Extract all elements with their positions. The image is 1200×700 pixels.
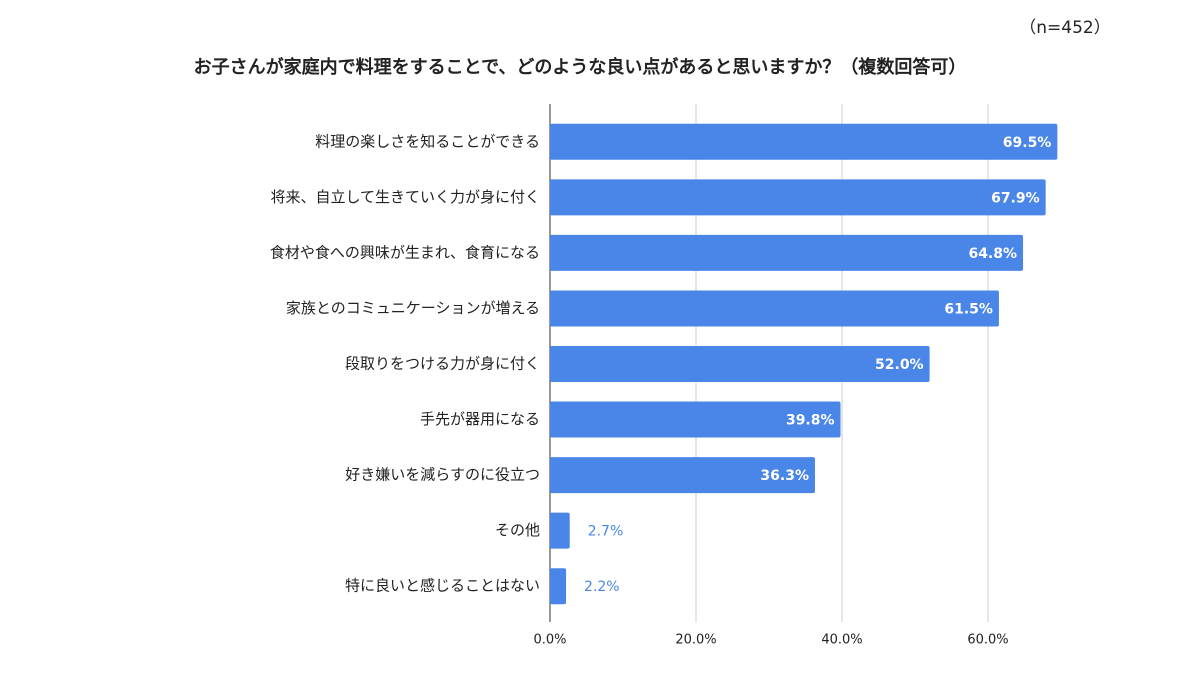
chart-title: お子さんが家庭内で料理をすることで、どのような良い点があると思いますか？（複数回… (194, 56, 967, 78)
sample-size: （n=452） (1019, 18, 1110, 38)
bar (550, 234, 1024, 271)
bar (550, 179, 1046, 216)
y-tick-label: その他 (495, 521, 540, 539)
bar (550, 401, 841, 438)
y-tick-label: 食材や食への興味が生まれ、食育になる (270, 243, 540, 261)
y-tick-label: 家族とのコミュニケーションが増える (286, 299, 540, 317)
value-label: 2.7% (588, 524, 624, 540)
x-tick-label: 60.0% (967, 633, 1008, 648)
x-tick-label: 0.0% (533, 633, 566, 648)
value-label: 67.9% (991, 190, 1040, 206)
bar (550, 123, 1058, 160)
value-label: 69.5% (1003, 135, 1052, 151)
y-tick-label: 料理の楽しさを知ることができる (315, 132, 540, 150)
bar (550, 290, 999, 327)
bar (550, 457, 815, 494)
value-label: 52.0% (875, 357, 924, 373)
y-tick-label: 特に良いと感じることはない (345, 577, 540, 595)
x-tick-label: 20.0% (675, 633, 716, 648)
value-label: 61.5% (944, 301, 993, 317)
value-label: 36.3% (760, 468, 809, 484)
bar (550, 568, 567, 605)
bar (550, 512, 570, 549)
value-label: 39.8% (786, 413, 835, 429)
bar (550, 346, 930, 382)
y-tick-label: 将来、自立して生きていく力が身に付く (270, 188, 540, 206)
y-tick-label: 好き嫌いを減らすのに役立つ (345, 466, 540, 484)
y-tick-label: 段取りをつける力が身に付く (345, 355, 540, 373)
value-label: 64.8% (968, 246, 1017, 262)
x-tick-label: 40.0% (821, 633, 862, 648)
y-tick-label: 手先が器用になる (420, 410, 540, 428)
value-label: 2.2% (584, 579, 620, 595)
